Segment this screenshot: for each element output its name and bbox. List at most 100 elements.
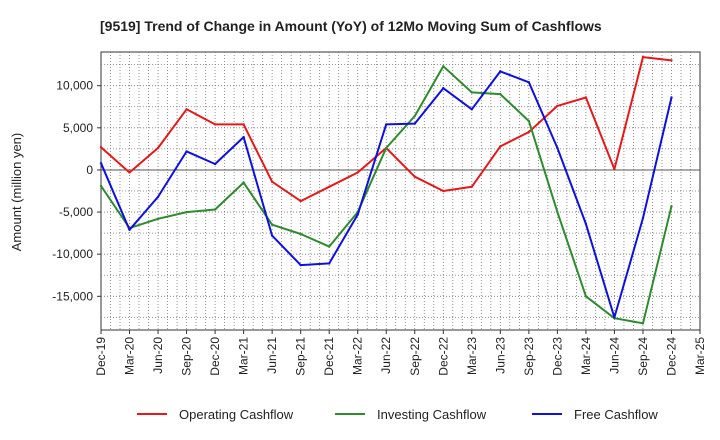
data-point-investing-cashflow [670, 204, 673, 208]
data-point-free-cashflow [413, 122, 416, 125]
data-point-investing-cashflow [270, 223, 274, 226]
data-point-investing-cashflow [527, 119, 531, 123]
data-point-operating-cashflow [556, 104, 559, 108]
data-point-free-cashflow [641, 216, 645, 220]
y-axis-label: Amount (million yen) [9, 133, 24, 252]
y-tick-label: -5,000 [59, 205, 93, 219]
data-point-investing-cashflow [641, 322, 645, 325]
legend: Operating Cashflow Investing Cashflow Free… [137, 407, 658, 422]
data-point-operating-cashflow [470, 185, 474, 188]
data-point-investing-cashflow [499, 92, 502, 96]
data-point-operating-cashflow [356, 171, 359, 174]
x-tick-label: Jun-23 [493, 337, 507, 374]
chart-title: [9519] Trend of Change in Amount (YoY) o… [100, 18, 602, 34]
data-point-operating-cashflow [213, 123, 217, 126]
x-tick-label: Mar-24 [579, 337, 593, 375]
x-tick-label: Dec-19 [94, 337, 108, 376]
data-point-investing-cashflow [556, 210, 559, 214]
data-point-operating-cashflow [156, 146, 160, 150]
legend-label: Free Cashflow [574, 407, 658, 422]
data-point-free-cashflow [584, 222, 588, 226]
y-tick-label: -15,000 [52, 289, 93, 303]
x-tick-label: Jun-24 [607, 337, 621, 374]
x-tick-label: Mar-22 [351, 337, 365, 375]
data-point-investing-cashflow [584, 295, 588, 298]
data-point-free-cashflow [156, 195, 160, 199]
x-tick-label: Mar-25 [693, 337, 707, 375]
data-point-investing-cashflow [185, 210, 188, 214]
x-tick-label: Jun-22 [379, 337, 393, 374]
data-point-investing-cashflow [442, 65, 445, 68]
data-point-free-cashflow [242, 135, 245, 139]
x-tick-label: Dec-20 [208, 337, 222, 376]
data-point-operating-cashflow [613, 167, 616, 171]
x-tick-label: Mar-21 [237, 337, 251, 375]
data-point-operating-cashflow [299, 199, 302, 203]
data-point-free-cashflow [556, 146, 559, 150]
data-point-operating-cashflow [413, 175, 416, 178]
data-point-operating-cashflow [99, 145, 103, 149]
x-tick-label: Sep-24 [636, 337, 650, 376]
x-tick-label: Dec-22 [436, 337, 450, 376]
y-axis-ticks: 10,000 5,000 0 -5,000 -10,000 -15,000 [52, 79, 101, 303]
x-axis-ticks: Dec-19 Mar-20 Jun-20 Sep-20 Dec-20 Mar-21 Jun-… [94, 330, 707, 376]
data-point-free-cashflow [527, 81, 531, 84]
data-point-operating-cashflow [270, 180, 274, 183]
data-point-free-cashflow [670, 96, 673, 99]
data-point-operating-cashflow [641, 55, 645, 59]
series-layer [99, 55, 673, 325]
x-tick-label: Dec-21 [322, 337, 336, 376]
data-point-investing-cashflow [213, 208, 217, 211]
data-point-operating-cashflow [499, 145, 502, 148]
data-point-investing-cashflow [156, 217, 160, 220]
x-tick-label: Mar-20 [123, 337, 137, 375]
x-tick-label: Jun-21 [265, 337, 279, 374]
data-point-investing-cashflow [413, 114, 416, 118]
data-point-free-cashflow [442, 87, 445, 90]
grid-lines [101, 52, 700, 330]
y-tick-label: 0 [86, 163, 93, 177]
data-point-free-cashflow [270, 234, 274, 237]
data-point-free-cashflow [470, 108, 474, 111]
x-tick-label: Sep-22 [408, 337, 422, 376]
data-point-free-cashflow [299, 263, 302, 267]
plot-frame [100, 51, 701, 331]
x-tick-label: Dec-24 [664, 337, 678, 376]
data-point-investing-cashflow [327, 245, 331, 248]
x-tick-label: Mar-23 [465, 337, 479, 375]
x-tick-label: Sep-23 [522, 337, 536, 376]
legend-label: Operating Cashflow [179, 407, 294, 422]
data-point-investing-cashflow [299, 232, 302, 236]
x-tick-label: Sep-21 [294, 337, 308, 376]
data-point-investing-cashflow [99, 184, 103, 188]
y-tick-label: 10,000 [56, 79, 93, 93]
y-tick-label: 5,000 [63, 121, 93, 135]
data-point-free-cashflow [185, 150, 188, 153]
data-point-free-cashflow [128, 228, 131, 231]
data-point-free-cashflow [499, 70, 502, 73]
data-point-investing-cashflow [470, 91, 474, 94]
plot-area [100, 51, 701, 331]
data-point-investing-cashflow [385, 146, 388, 150]
data-point-operating-cashflow [527, 130, 531, 134]
data-point-free-cashflow [356, 213, 359, 216]
data-point-operating-cashflow [242, 123, 245, 126]
data-point-free-cashflow [213, 162, 217, 166]
data-point-free-cashflow [385, 123, 388, 126]
data-point-free-cashflow [613, 316, 616, 319]
x-tick-label: Sep-20 [180, 337, 194, 376]
data-point-operating-cashflow [442, 189, 445, 193]
y-tick-label: -10,000 [52, 247, 93, 261]
data-point-free-cashflow [99, 162, 103, 165]
data-point-operating-cashflow [670, 59, 673, 62]
data-point-operating-cashflow [128, 171, 131, 174]
data-point-operating-cashflow [584, 96, 588, 99]
data-point-free-cashflow [327, 262, 331, 265]
data-point-investing-cashflow [242, 181, 245, 184]
x-tick-label: Dec-23 [550, 337, 564, 376]
data-point-operating-cashflow [185, 108, 188, 111]
legend-label: Investing Cashflow [377, 407, 487, 422]
data-point-operating-cashflow [327, 185, 331, 188]
x-tick-label: Jun-20 [151, 337, 165, 374]
